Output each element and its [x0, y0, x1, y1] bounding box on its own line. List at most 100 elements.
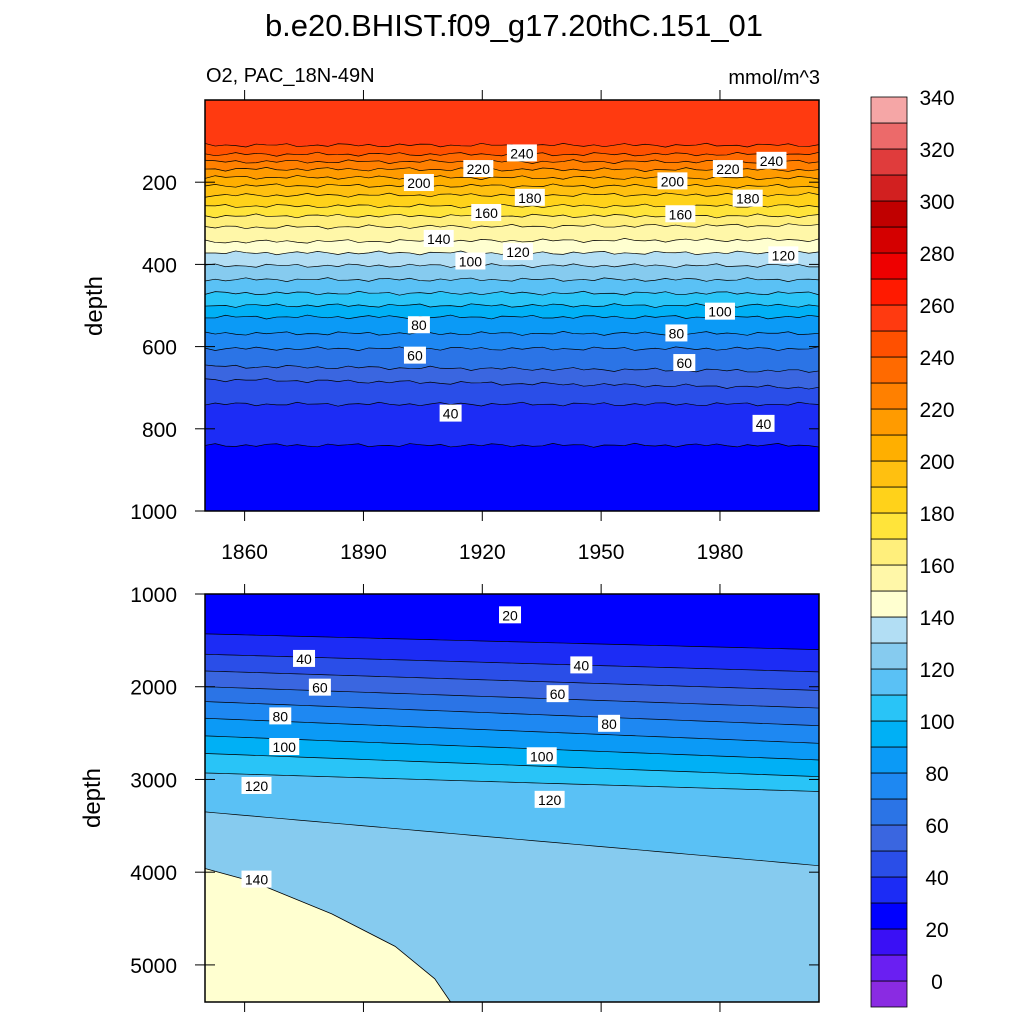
colorbar-label: 300: [919, 191, 954, 214]
x-tick-label: 1860: [221, 541, 268, 564]
lower-contour-line: [204, 686, 820, 709]
contour-label-text: 80: [669, 325, 685, 341]
upper-contour-band: [205, 277, 819, 296]
upper-contour-band: [205, 346, 819, 373]
contour-label-bg: [463, 160, 494, 178]
lower-contour-band: [205, 735, 819, 777]
colorbar-box: [870, 148, 908, 176]
upper-contour-label: 120: [502, 243, 533, 261]
upper-contour-line: [204, 223, 820, 230]
contour-label-text: 220: [716, 161, 740, 177]
contour-label-bg: [570, 656, 593, 674]
upper-contour-label: 220: [463, 160, 494, 178]
upper-contour-labels: 240 240 220 220 200 200 180 180 160 160 140 120 120 1…: [403, 144, 799, 432]
colorbar-box: [870, 382, 908, 410]
upper-contour-label: 200: [657, 172, 688, 190]
y-tick-label: 3000: [130, 769, 177, 792]
contour-label-bg: [499, 606, 522, 624]
colorbar-box: [870, 772, 908, 800]
upper-contour-line: [204, 213, 820, 219]
colorbar-label: 340: [919, 87, 954, 110]
contour-label-bg: [756, 151, 787, 169]
contour-label-bg: [598, 714, 621, 732]
colorbar-box: [870, 824, 908, 852]
contour-label-text: 100: [273, 739, 297, 755]
contour-label-text: 40: [756, 416, 772, 432]
lower-contour-label: 80: [598, 714, 621, 732]
colorbar-label: 160: [919, 555, 954, 578]
colorbar-box: [870, 720, 908, 748]
colorbar-box: [870, 96, 908, 124]
colorbar-label: 20: [925, 919, 948, 942]
lower-contour-label: 120: [534, 790, 565, 808]
contour-label-bg: [526, 747, 557, 765]
upper-contour-band: [205, 378, 819, 407]
lower-contour-label: 100: [526, 747, 557, 765]
contour-label-bg: [423, 229, 454, 247]
contour-label-bg: [308, 678, 331, 696]
lower-contour-label: 100: [269, 738, 300, 755]
colorbar-box: [870, 174, 908, 202]
contour-label-bg: [502, 243, 533, 261]
contour-label-text: 60: [677, 355, 693, 371]
upper-contour-line: [204, 192, 820, 198]
upper-plot-frame: [204, 99, 820, 512]
contour-label-bg: [403, 174, 434, 192]
upper-contour-band: [205, 291, 819, 308]
lower-contour-band: [205, 633, 819, 672]
colorbar-label: 60: [925, 815, 948, 838]
colorbar-box: [870, 954, 908, 982]
contour-label-text: 240: [510, 145, 534, 161]
colorbar: 0 20 40 60 80 100 120 140 160 180 200 220 240 260 280 3…: [870, 87, 955, 1008]
upper-contour-label: 40: [752, 414, 775, 432]
upper-contour-label: 40: [439, 404, 462, 422]
upper-contour-line: [204, 203, 820, 209]
x-tick-label: 1980: [697, 541, 744, 564]
upper-contour-band: [205, 223, 819, 244]
colorbar-box: [870, 564, 908, 592]
contour-label-bg: [768, 246, 799, 264]
colorbar-label: 40: [925, 867, 948, 890]
upper-contour-label: 160: [665, 205, 696, 223]
y-tick-label: 1000: [130, 501, 177, 524]
colorbar-box: [870, 408, 908, 436]
y-tick-label: 800: [142, 419, 177, 442]
upper-contour-label: 60: [403, 346, 426, 364]
colorbar-box: [870, 616, 908, 644]
contour-label-text: 120: [538, 792, 562, 808]
colorbar-box: [870, 902, 908, 930]
contour-label-bg: [471, 204, 502, 222]
variable-region-label: O2, PAC_18N-49N: [206, 65, 375, 87]
contour-label-bg: [732, 189, 763, 207]
lower-contour-label: 40: [570, 656, 593, 674]
colorbar-box: [870, 668, 908, 696]
y-tick-label: 400: [142, 254, 177, 277]
upper-contour-label: 220: [712, 160, 743, 178]
upper-contour-line: [204, 364, 820, 373]
contour-label-bg: [673, 354, 696, 372]
lower-plot-frame: [204, 593, 820, 1003]
contour-label-text: 140: [427, 231, 451, 247]
upper-contour-band: [205, 402, 819, 448]
colorbar-box: [870, 460, 908, 488]
upper-contour-label: 240: [506, 144, 537, 162]
colorbar-box: [870, 486, 908, 514]
colorbar-box: [870, 252, 908, 280]
y-tick-label: 5000: [130, 955, 177, 978]
lower-contour-line: [204, 735, 820, 761]
colorbar-box: [870, 434, 908, 462]
upper-contour-line: [204, 263, 820, 268]
y-tick-label: 600: [142, 337, 177, 360]
contour-label-text: 160: [669, 206, 693, 222]
upper-contour-label: 160: [471, 204, 502, 222]
lower-contour-band: [205, 670, 819, 709]
contour-label-bg: [712, 160, 743, 178]
x-tick-label: 1920: [459, 541, 506, 564]
upper-contour-line: [204, 237, 820, 244]
upper-contour-line: [204, 346, 820, 352]
colorbar-box: [870, 538, 908, 566]
colorbar-box: [870, 200, 908, 228]
lower-contour-band: [205, 686, 819, 726]
colorbar-box: [870, 746, 908, 774]
